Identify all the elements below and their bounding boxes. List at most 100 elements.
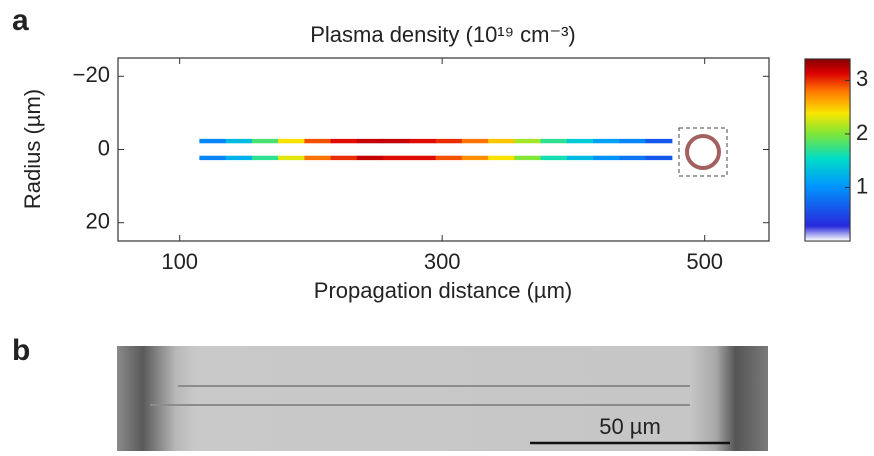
colorbar-cell [805,137,850,140]
colorbar-cell [805,159,850,162]
density-segment [593,155,620,161]
colorbar-cell [805,133,850,136]
x-tick-label: 300 [424,249,461,274]
colorbar-cell [805,149,850,152]
colorbar-cell [805,177,850,180]
colorbar-cell [805,187,850,190]
colorbar-cell [805,69,850,72]
colorbar-cell [805,173,850,176]
density-segment [645,138,673,144]
colorbar-cell [805,59,850,62]
colorbar-cell [805,147,850,150]
density-segment [278,155,305,161]
colorbar-cell [805,127,850,130]
colorbar-tick-label: 2 [856,120,868,145]
density-segment [383,155,410,161]
colorbar-cell [805,209,850,212]
colorbar-cell [805,141,850,144]
y-tick-label: 0 [98,135,110,160]
colorbar-cell [805,125,850,128]
colorbar-cell [805,101,850,104]
colorbar-cell [805,135,850,138]
colorbar-cell [805,189,850,192]
colorbar-cell [805,85,850,88]
colorbar-cell [805,123,850,126]
density-segment [383,138,410,144]
density-segment [566,155,594,161]
colorbar-cell [805,95,850,98]
colorbar-cell [805,117,850,120]
colorbar-cell [805,107,850,110]
colorbar-cell [805,61,850,64]
colorbar-cell [805,167,850,170]
density-segment [409,138,437,144]
colorbar-cell [805,163,850,166]
colorbar-cell [805,111,850,114]
colorbar-cell [805,139,850,142]
scale-bar-label: 50 µm [599,414,661,439]
colorbar-cell [805,105,850,108]
colorbar-cell [805,239,850,242]
density-segment [619,138,647,144]
density-segment [488,155,515,161]
density-segment [225,155,253,161]
colorbar-cell [805,199,850,202]
colorbar-cell [805,203,850,206]
density-segment [514,138,542,144]
inset-ring [685,134,721,170]
panel-label: b [12,334,30,367]
x-tick-label: 100 [161,249,198,274]
density-segment [540,155,568,161]
colorbar-cell [805,129,850,132]
colorbar-cell [805,151,850,154]
colorbar-cell [805,227,850,230]
colorbar-cell [805,179,850,182]
colorbar-cell [805,109,850,112]
cross-section-inset [678,127,728,177]
colorbar-cell [805,155,850,158]
y-tick-label: −20 [73,62,110,87]
density-segment [356,155,384,161]
density-segment [435,155,463,161]
colorbar-cell [805,65,850,68]
density-segment [566,138,594,144]
colorbar-cell [805,67,850,70]
micrograph-image [117,346,768,451]
density-segment [225,138,253,144]
colorbar-cell [805,217,850,220]
colorbar-cell [805,181,850,184]
colorbar-cell [805,197,850,200]
colorbar-cell [805,79,850,82]
panel-label: a [12,4,29,37]
x-axis-label: Propagation distance (µm) [314,278,572,303]
colorbar-cell [805,143,850,146]
density-segment [330,155,358,161]
colorbar-frame [804,58,851,242]
colorbar-cell [805,97,850,100]
colorbar-cell [805,215,850,218]
colorbar-cell [805,153,850,156]
density-segment [356,138,384,144]
density-segment [514,155,542,161]
density-segment [540,138,568,144]
colorbar-cell [805,225,850,228]
colorbar-cell [805,185,850,188]
colorbar-cell [805,231,850,234]
colorbar-cell [805,73,850,76]
colorbar-cell [805,207,850,210]
colorbar-cell [805,195,850,198]
colorbar-cell [805,121,850,124]
density-segment [619,155,647,161]
inset-box [678,127,728,177]
colorbar-cell [805,113,850,116]
colorbar-cell [805,63,850,66]
density-segment [199,138,227,144]
y-axis-label: Radius (µm) [20,89,45,209]
colorbar-cell [805,213,850,216]
colorbar-cell [805,93,850,96]
colorbar-cell [805,77,850,80]
colorbar-cell [805,99,850,102]
colorbar-cell [805,191,850,194]
density-segment [251,138,279,144]
